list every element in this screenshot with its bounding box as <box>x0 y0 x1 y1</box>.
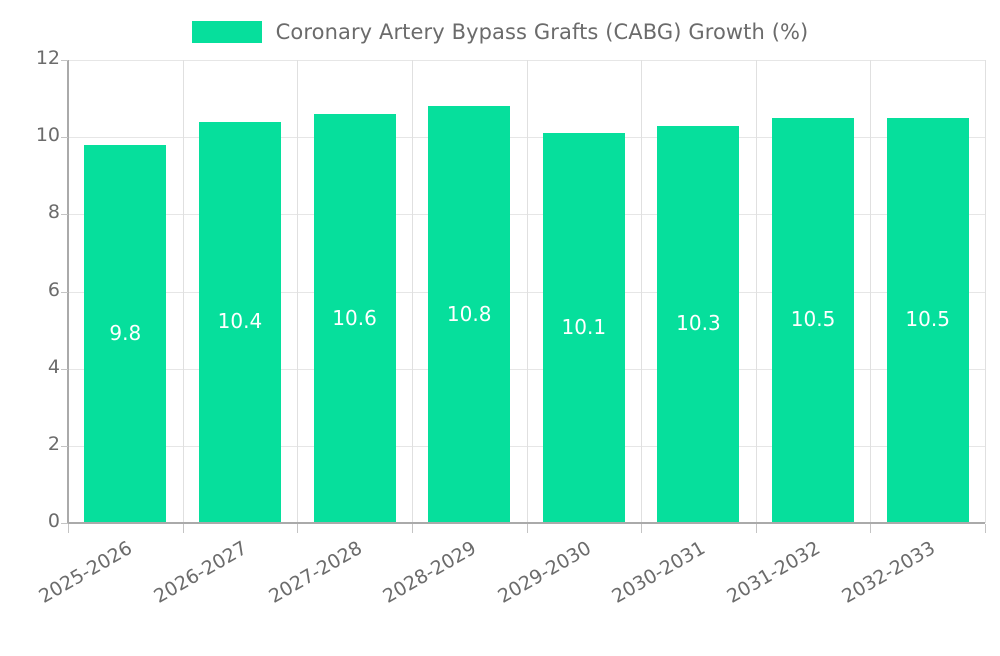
y-axis-tick-mark <box>61 523 68 524</box>
y-axis-line <box>67 60 69 524</box>
y-axis-tick-label: 6 <box>47 278 60 301</box>
bar-value-label: 10.5 <box>790 307 836 332</box>
bar[interactable]: 10.8 <box>428 106 511 523</box>
x-axis-line <box>68 522 985 524</box>
plot-area: 9.8 10.4 10.6 10.8 10.1 10.3 10.5 10.5 <box>68 60 986 524</box>
gridline-horizontal <box>68 214 985 216</box>
y-axis-tick-label: 12 <box>35 47 60 69</box>
y-axis-tick-mark <box>61 291 68 293</box>
x-axis-tick-mark <box>68 524 69 533</box>
bar-value-label: 10.4 <box>217 309 263 334</box>
x-axis-tick-mark <box>985 524 986 533</box>
bar[interactable]: 10.6 <box>313 114 396 523</box>
y-axis-tick-label: 4 <box>47 355 60 378</box>
gridline-vertical <box>297 60 298 523</box>
bar-value-label: 10.1 <box>561 315 607 340</box>
bar[interactable]: 10.5 <box>886 117 969 523</box>
gridline-horizontal <box>68 291 985 293</box>
y-axis-tick-mark <box>61 445 68 447</box>
gridline-vertical <box>412 60 413 523</box>
x-axis-tick-mark <box>641 524 642 533</box>
y-axis-tick-mark <box>61 137 68 139</box>
bar[interactable]: 10.3 <box>657 125 740 523</box>
x-axis-tick-mark <box>870 524 871 533</box>
bar[interactable]: 10.5 <box>772 117 855 523</box>
y-axis-tick-label: 10 <box>35 124 60 147</box>
gridline-vertical <box>985 60 986 523</box>
y-axis-tick-label: 2 <box>47 432 60 455</box>
y-axis-tick-mark <box>61 214 68 216</box>
bar[interactable]: 10.4 <box>198 121 281 523</box>
gridline-vertical <box>756 60 757 523</box>
y-axis-tick-mark <box>61 60 68 61</box>
gridline-vertical <box>183 60 184 523</box>
y-axis-tick-mark <box>61 368 68 370</box>
bar-chart: Coronary Artery Bypass Grafts (CABG) Gro… <box>0 14 1000 608</box>
x-axis-tick-mark <box>183 524 184 533</box>
bar-value-label: 9.8 <box>109 320 142 345</box>
x-axis-tick-mark <box>527 524 528 533</box>
bar-value-label: 10.3 <box>676 311 721 336</box>
bar-value-label: 10.5 <box>905 307 950 332</box>
gridline-horizontal <box>68 60 985 61</box>
legend-color-swatch <box>191 21 262 43</box>
y-axis-tick-label: 0 <box>47 510 60 532</box>
bar[interactable]: 10.1 <box>542 133 625 523</box>
gridline-horizontal <box>68 445 985 447</box>
gridline-horizontal <box>68 368 985 370</box>
y-axis-tick-label: 8 <box>47 201 60 224</box>
bar-value-label: 10.8 <box>446 301 492 326</box>
gridline-vertical <box>870 60 871 523</box>
bar[interactable]: 9.8 <box>84 144 167 523</box>
chart-legend: Coronary Artery Bypass Grafts (CABG) Gro… <box>0 14 1000 50</box>
legend-label: Coronary Artery Bypass Grafts (CABG) Gro… <box>275 20 809 44</box>
x-axis-tick-mark <box>297 524 298 533</box>
x-axis-tick-mark <box>412 524 413 533</box>
gridline-vertical <box>527 60 528 523</box>
bar-value-label: 10.6 <box>332 305 377 330</box>
gridline-horizontal <box>68 137 985 139</box>
x-axis-tick-mark <box>756 524 757 533</box>
gridline-vertical <box>641 60 642 523</box>
